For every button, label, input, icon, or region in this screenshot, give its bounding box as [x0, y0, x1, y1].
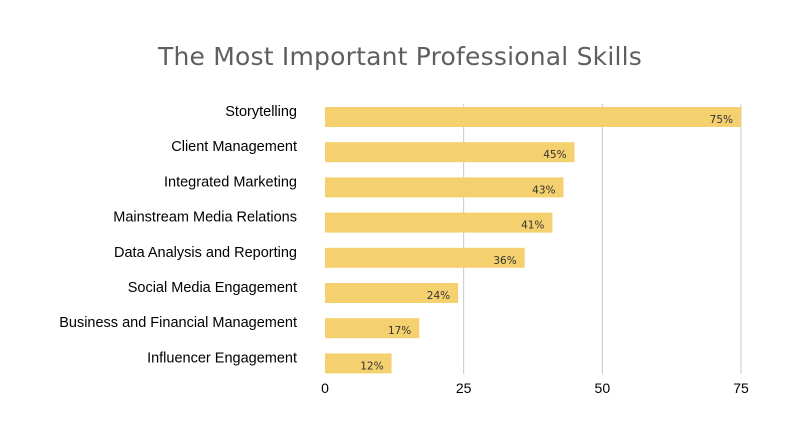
bar-2 [325, 142, 575, 163]
bar-6 [325, 283, 459, 303]
category-label: Storytelling [225, 104, 297, 120]
bar-3 [325, 177, 564, 198]
data-label: 43% [532, 184, 555, 196]
category-label: Client Management [171, 139, 297, 155]
chart-title: The Most Important Professional Skills [158, 42, 642, 71]
data-label: 17% [388, 325, 411, 337]
bar-5 [325, 247, 525, 268]
data-label: 75% [710, 114, 733, 126]
data-label: 12% [360, 360, 383, 372]
data-label: 45% [543, 149, 566, 161]
bar-8 [325, 353, 392, 374]
category-label: Business and Financial Management [59, 315, 297, 331]
bar-7 [325, 318, 420, 339]
data-label: 36% [493, 255, 516, 267]
bar-1 [325, 107, 741, 127]
data-label: 41% [521, 220, 544, 232]
category-label: Data Analysis and Reporting [114, 245, 297, 261]
x-tick-label-0: 0 [321, 380, 329, 396]
category-label: Integrated Marketing [164, 174, 297, 190]
x-tick-label-75: 75 [733, 380, 749, 396]
category-label: Influencer Engagement [147, 350, 297, 366]
data-label: 24% [427, 290, 450, 302]
category-label: Mainstream Media Relations [113, 210, 297, 226]
labels: 0 25 50 75 Storytelling 75% Client Management 4… [59, 104, 749, 396]
category-label: Social Media Engagement [128, 280, 297, 296]
x-tick-label-50: 50 [595, 380, 611, 396]
bar-4 [325, 212, 553, 233]
bars [325, 107, 741, 374]
x-tick-label-25: 25 [456, 380, 472, 396]
